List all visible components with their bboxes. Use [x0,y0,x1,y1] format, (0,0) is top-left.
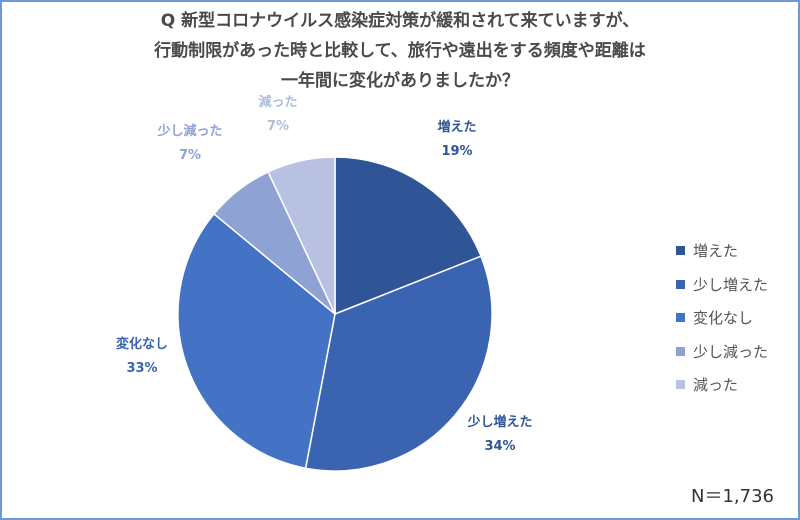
data-label-category: 少し増えた [467,415,533,430]
data-label: 増えた 19% [397,116,517,164]
data-label-category: 増えた [437,120,477,135]
legend-swatch [676,380,685,390]
data-label-value: 7% [266,119,290,134]
legend-label: 増えた [693,242,739,261]
data-label: 少し増えた 34% [440,411,560,459]
legend: 増えた少し増えた変化なし少し減った減った [676,234,768,402]
legend-label: 減った [693,376,739,395]
legend-swatch [676,246,685,256]
data-label-category: 少し減った [157,124,223,139]
title-line-2: 行動制限があった時と比較して、旅行や遠出をする頻度や距離は [154,41,646,61]
pie-slice [267,156,336,315]
title-line-1: Q 新型コロナウイルス感染症対策が緩和されて来ていますが、 [160,11,640,31]
legend-item: 変化なし [676,301,768,335]
title-line-3: 一年間に変化がありましたか？ [281,71,519,91]
legend-label: 変化なし [693,309,754,328]
legend-label: 少し増えた [693,275,769,294]
chart-title: Q 新型コロナウイルス感染症対策が緩和されて来ていますが、 行動制限があった時と… [0,6,800,96]
data-label: 減った 7% [218,91,338,139]
sample-size: N＝1,736 [691,486,774,507]
pie-slice [177,212,336,470]
data-label-category: 変化なし [115,337,168,352]
data-label-value: 34% [484,439,516,454]
data-label-value: 33% [126,361,158,376]
legend-label: 少し減った [693,342,769,361]
pie-slice [304,255,493,472]
data-label: 少し減った 7% [130,120,250,168]
legend-item: 減った [676,368,768,402]
legend-item: 少し増えた [676,268,768,302]
data-label-category: 減った [258,95,298,110]
data-label-value: 19% [441,144,473,159]
legend-swatch [676,279,685,289]
legend-item: 少し減った [676,335,768,369]
legend-swatch [676,313,685,323]
pie-slice [334,156,482,316]
data-label: 変化なし 33% [82,333,202,381]
legend-item: 増えた [676,234,768,268]
legend-swatch [676,346,685,356]
data-label-value: 7% [178,148,202,163]
